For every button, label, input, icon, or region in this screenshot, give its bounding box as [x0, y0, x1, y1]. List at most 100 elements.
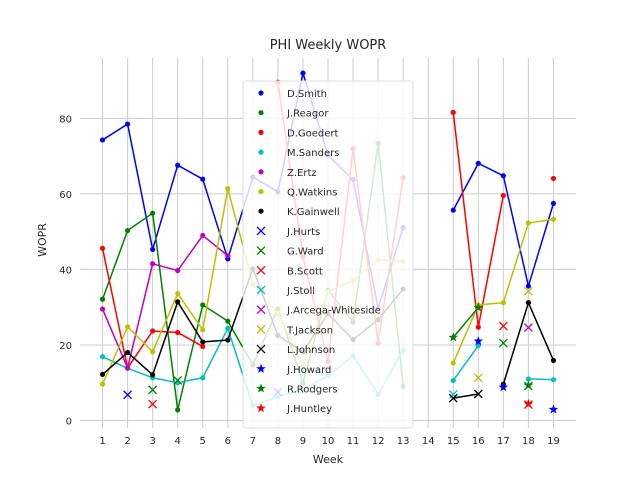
x-tick-label: 1 — [99, 436, 105, 447]
data-point — [99, 354, 106, 360]
data-point — [475, 343, 481, 349]
data-point — [175, 162, 181, 168]
data-point — [450, 207, 456, 213]
data-point — [523, 286, 533, 296]
data-point — [525, 300, 532, 306]
data-point — [550, 216, 557, 222]
data-point — [175, 267, 181, 274]
data-point — [475, 324, 481, 330]
data-point — [525, 283, 532, 289]
legend-label: Q.Watkins — [287, 188, 337, 199]
x-marker-stroke — [256, 344, 266, 354]
legend-marker — [258, 149, 264, 155]
data-point — [525, 376, 532, 382]
legend-marker — [258, 90, 264, 96]
y-tick-label: 0 — [66, 416, 72, 427]
data-point — [150, 328, 156, 334]
data-point — [150, 246, 156, 253]
legend-label: D.Goedert — [287, 128, 339, 139]
series-L.Johnson — [448, 389, 483, 403]
data-point — [124, 365, 131, 371]
x-marker-stroke — [256, 246, 266, 256]
x-marker-stroke — [448, 389, 458, 399]
legend-label: R.Rodgers — [287, 385, 338, 396]
x-tick-label: 14 — [422, 436, 435, 447]
x-tick-label: 7 — [250, 436, 256, 447]
x-marker-stroke — [256, 226, 266, 236]
series-R.Rodgers — [448, 302, 534, 390]
x-marker-stroke — [256, 305, 266, 315]
data-point — [500, 300, 506, 306]
legend-marker — [256, 383, 266, 393]
data-point — [523, 398, 534, 408]
x-marker-stroke — [523, 286, 533, 296]
data-point — [550, 200, 557, 206]
data-point — [473, 373, 483, 383]
data-point — [473, 302, 484, 312]
legend-label: J.Arcega-Whiteside — [286, 306, 381, 317]
data-point — [150, 349, 156, 355]
x-marker-stroke — [473, 389, 483, 399]
legend-label: G.Ward — [287, 247, 324, 258]
data-point — [523, 380, 534, 390]
legend-label: L.Johnson — [287, 345, 335, 356]
data-point — [99, 381, 106, 387]
data-point — [450, 109, 456, 115]
data-point — [525, 220, 532, 226]
legend: D.Smith J.Reagor D.Goedert M.Sanders Z.Ertz Q… — [242, 80, 414, 429]
data-point — [150, 210, 156, 216]
data-point — [99, 245, 106, 251]
data-point — [200, 302, 206, 308]
x-tick-label: 18 — [522, 436, 535, 447]
data-point — [475, 160, 481, 166]
legend-label: J.Huntley — [286, 404, 332, 415]
series-J.Arcega-Whiteside — [523, 323, 533, 333]
x-tick-label: 6 — [225, 436, 231, 447]
data-point — [500, 173, 506, 179]
x-tick-label: 13 — [397, 436, 410, 447]
data-point — [225, 318, 231, 324]
legend-marker — [258, 208, 264, 214]
x-tick-label: 9 — [300, 436, 306, 447]
data-point — [200, 339, 206, 345]
plot-area: 1 2 3 4 5 6 7 8 9 10 11 12 13 14 15 16 17 18 19020406080D.… — [59, 58, 576, 447]
data-point — [225, 253, 231, 259]
legend-marker — [256, 305, 266, 315]
data-point — [500, 192, 506, 199]
series-line — [453, 393, 479, 399]
x-marker-stroke — [523, 323, 533, 333]
data-point — [225, 325, 231, 331]
legend-label: J.Stoll — [286, 286, 315, 297]
data-point — [200, 375, 206, 381]
data-point — [300, 70, 306, 76]
legend-marker — [256, 363, 266, 373]
x-tick-label: 15 — [447, 436, 460, 447]
x-tick-label: 8 — [275, 436, 281, 447]
legend-label: J.Howard — [286, 365, 331, 376]
data-point — [498, 338, 508, 348]
series-J.Howard — [473, 336, 559, 414]
data-point — [175, 407, 181, 413]
data-point — [448, 332, 459, 342]
legend-marker — [256, 265, 266, 275]
legend-label: M.Sanders — [287, 148, 339, 159]
data-point — [550, 357, 557, 364]
data-point — [99, 306, 106, 312]
data-point — [200, 176, 206, 182]
data-point — [550, 377, 557, 383]
legend-label: J.Reagor — [286, 109, 329, 120]
legend-label: D.Smith — [287, 89, 327, 100]
data-point — [550, 175, 557, 182]
x-tick-label: 16 — [472, 436, 485, 447]
data-point — [225, 186, 231, 192]
x-marker-stroke — [473, 373, 483, 383]
legend-box — [242, 80, 414, 429]
x-tick-label: 12 — [372, 436, 385, 447]
data-point — [175, 290, 181, 297]
x-tick-label: 11 — [347, 436, 360, 447]
legend-marker — [258, 110, 264, 116]
x-marker-stroke — [498, 338, 508, 348]
data-point — [99, 371, 106, 377]
